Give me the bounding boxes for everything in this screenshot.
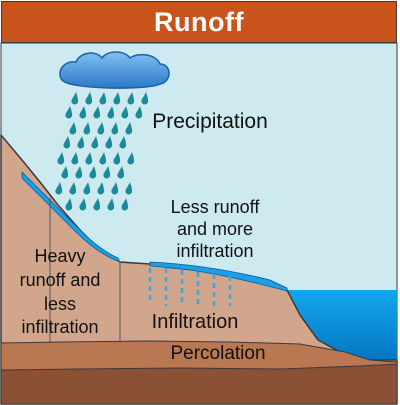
raindrop-icon [105, 136, 113, 149]
raindrop-icon [113, 152, 121, 165]
raindrop-icon [85, 152, 93, 165]
raindrop-icon [89, 166, 97, 179]
raindrop-icon [127, 92, 135, 105]
raindrop-icon [79, 198, 87, 211]
raindrop-icon [97, 182, 105, 195]
raindrop-icon [69, 122, 77, 135]
raindrop-icon [103, 166, 111, 179]
infiltration-arrows [148, 268, 232, 306]
label-precipitation: Precipitation [152, 110, 268, 133]
raindrop-icon [71, 92, 79, 105]
raindrop-icon [97, 122, 105, 135]
raindrop-icon [71, 152, 79, 165]
raindrop-icon [141, 92, 149, 105]
label-heavy-2: runoff and [20, 270, 101, 290]
raindrop-icon [65, 106, 73, 119]
raindrop-icon [55, 182, 63, 195]
label-infiltration: Infiltration [152, 311, 239, 333]
title-bar: Runoff [1, 1, 397, 43]
raindrop-icon [125, 182, 133, 195]
raindrop-icon [135, 106, 143, 119]
label-heavy-1: Heavy [34, 246, 85, 266]
raindrop-icon [93, 106, 101, 119]
label-heavy-4: infiltration [21, 317, 98, 337]
bedrock-layer [0, 363, 398, 405]
raindrop-icon [83, 182, 91, 195]
label-less-runoff-1: Less runoff [171, 197, 261, 217]
raindrop-icon [117, 166, 125, 179]
raindrop-icon [107, 198, 115, 211]
raindrop-icon [125, 122, 133, 135]
raindrop-icon [93, 198, 101, 211]
runoff-stream-flat [149, 261, 288, 292]
lake-water [285, 290, 397, 360]
raindrop-icon [127, 152, 135, 165]
raindrop-icon [77, 136, 85, 149]
cloud-icon [59, 51, 170, 89]
raindrop-icon [121, 106, 129, 119]
raindrop-icon [111, 182, 119, 195]
raindrop-icon [85, 92, 93, 105]
raindrop-icon [61, 166, 69, 179]
raindrop-icon [57, 152, 65, 165]
raindrop-icon [99, 152, 107, 165]
raindrop-icon [111, 122, 119, 135]
label-heavy-3: less [44, 294, 76, 314]
rain-drops [55, 92, 149, 211]
raindrop-icon [99, 92, 107, 105]
raindrop-icon [83, 122, 91, 135]
raindrop-icon [69, 182, 77, 195]
raindrop-icon [107, 106, 115, 119]
label-percolation: Percolation [170, 343, 265, 364]
raindrop-icon [91, 136, 99, 149]
diagram-title: Runoff [154, 6, 244, 37]
raindrop-icon [119, 136, 127, 149]
raindrop-icon [75, 166, 83, 179]
raindrop-icon [79, 106, 87, 119]
label-less-runoff-2: and more [177, 219, 253, 239]
label-less-runoff-3: infiltration [176, 241, 253, 261]
raindrop-icon [65, 198, 73, 211]
raindrop-icon [63, 136, 71, 149]
raindrop-icon [121, 198, 129, 211]
raindrop-icon [113, 92, 121, 105]
